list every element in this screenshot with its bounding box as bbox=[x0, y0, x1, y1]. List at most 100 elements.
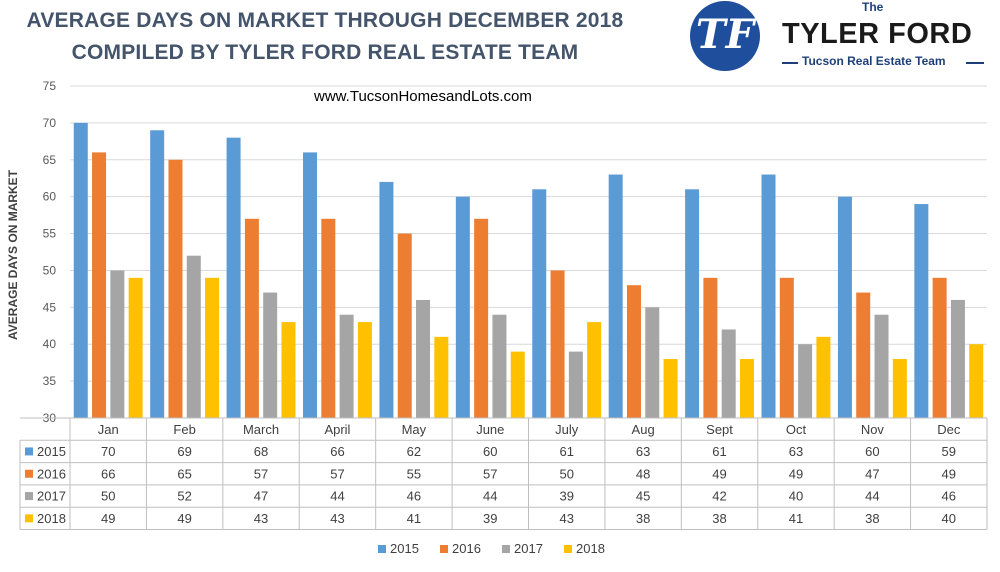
legend-swatch-2015 bbox=[378, 545, 386, 553]
bar-2017-Aug bbox=[645, 307, 660, 418]
legend-label-2016: 2016 bbox=[452, 541, 481, 556]
y-tick-label: 45 bbox=[43, 300, 57, 314]
table-cell-value: 50 bbox=[559, 466, 573, 481]
x-tick-label: Nov bbox=[861, 422, 885, 437]
logo-name: TYLER FORD bbox=[782, 18, 973, 50]
table-cell-value: 50 bbox=[101, 489, 115, 504]
bar-2016-Oct bbox=[779, 277, 794, 418]
y-tick-label: 60 bbox=[43, 190, 57, 204]
bar-2017-Sept bbox=[721, 329, 736, 418]
table-cell-value: 38 bbox=[865, 511, 879, 526]
bar-2016-Jan bbox=[92, 152, 107, 418]
legend-label-2017: 2017 bbox=[514, 541, 543, 556]
y-tick-label: 65 bbox=[43, 153, 57, 167]
bar-2015-Sept bbox=[685, 189, 700, 418]
bar-2018-May bbox=[434, 336, 449, 418]
table-cell-value: 60 bbox=[865, 444, 879, 459]
table-cell-value: 66 bbox=[330, 444, 344, 459]
x-tick-label: May bbox=[402, 422, 427, 437]
bar-2016-Feb bbox=[168, 159, 183, 418]
x-tick-label: Aug bbox=[632, 422, 655, 437]
table-cell-value: 44 bbox=[865, 489, 879, 504]
table-cell-value: 61 bbox=[712, 444, 726, 459]
bar-2018-Nov bbox=[892, 358, 907, 418]
table-cell-value: 45 bbox=[636, 489, 650, 504]
y-tick-label: 40 bbox=[43, 337, 57, 351]
bar-2016-Sept bbox=[703, 277, 718, 418]
bar-2016-Dec bbox=[932, 277, 947, 418]
table-cell-value: 43 bbox=[559, 511, 573, 526]
bar-2015-Nov bbox=[837, 196, 852, 418]
x-tick-label: March bbox=[243, 422, 279, 437]
table-cell-value: 48 bbox=[636, 466, 650, 481]
table-cell-value: 46 bbox=[942, 489, 956, 504]
x-tick-label: Feb bbox=[173, 422, 195, 437]
table-cell-value: 40 bbox=[942, 511, 956, 526]
bar-2018-Aug bbox=[663, 358, 678, 418]
table-cell-value: 49 bbox=[712, 466, 726, 481]
table-cell-value: 42 bbox=[712, 489, 726, 504]
table-cell-value: 69 bbox=[177, 444, 191, 459]
bar-2016-March bbox=[244, 218, 259, 418]
table-cell-value: 57 bbox=[483, 466, 497, 481]
logo-tagline: Tucson Real Estate Team bbox=[802, 54, 946, 68]
bar-2015-Jan bbox=[73, 122, 88, 418]
website-label[interactable]: www.TucsonHomesandLots.com bbox=[314, 88, 532, 105]
table-cell-value: 49 bbox=[789, 466, 803, 481]
table-cell-value: 60 bbox=[483, 444, 497, 459]
legend-key-2015 bbox=[25, 447, 33, 456]
logo-line-left bbox=[782, 62, 798, 64]
table-cell-value: 46 bbox=[407, 489, 421, 504]
x-tick-label: Dec bbox=[937, 422, 961, 437]
x-tick-label: Sept bbox=[706, 422, 733, 437]
y-tick-label: 50 bbox=[43, 263, 57, 277]
legend-swatch-2016 bbox=[440, 545, 448, 553]
table-cell-value: 39 bbox=[559, 489, 573, 504]
logo-circle-icon bbox=[690, 1, 760, 71]
bar-2017-May bbox=[416, 299, 431, 418]
bar-2017-March bbox=[263, 292, 278, 418]
legend-key-2017 bbox=[25, 492, 33, 501]
table-cell-value: 43 bbox=[330, 511, 344, 526]
table-cell-value: 63 bbox=[636, 444, 650, 459]
bar-2017-Nov bbox=[874, 314, 889, 418]
table-cell-value: 43 bbox=[254, 511, 268, 526]
table-cell-value: 47 bbox=[865, 466, 879, 481]
table-cell-value: 47 bbox=[254, 489, 268, 504]
logo-line-right bbox=[966, 62, 984, 64]
bar-2016-Aug bbox=[626, 285, 641, 418]
table-row-label: 2018 bbox=[37, 511, 66, 526]
table-cell-value: 49 bbox=[942, 466, 956, 481]
bar-2017-June bbox=[492, 314, 507, 418]
bar-2018-March bbox=[281, 322, 296, 418]
bar-2018-July bbox=[587, 322, 602, 418]
bar-2015-April bbox=[303, 152, 318, 418]
bar-2017-Feb bbox=[186, 255, 201, 418]
chart-title-line2: COMPILED BY TYLER FORD REAL ESTATE TEAM bbox=[71, 41, 579, 64]
x-tick-label: Jan bbox=[98, 422, 119, 437]
bar-2017-Oct bbox=[798, 344, 813, 418]
bar-2015-Dec bbox=[914, 204, 929, 418]
table-cell-value: 40 bbox=[789, 489, 803, 504]
bar-2016-June bbox=[474, 218, 489, 418]
y-tick-label: 55 bbox=[43, 227, 57, 241]
bar-2015-Feb bbox=[150, 130, 165, 418]
table-cell-value: 41 bbox=[789, 511, 803, 526]
table-cell-value: 57 bbox=[330, 466, 344, 481]
logo-the: The bbox=[862, 0, 884, 14]
legend-swatch-2017 bbox=[502, 545, 510, 553]
table-cell-value: 61 bbox=[559, 444, 573, 459]
bar-2016-May bbox=[397, 233, 412, 418]
bar-2018-Dec bbox=[969, 344, 984, 418]
legend-key-2018 bbox=[25, 514, 33, 523]
bar-2017-July bbox=[568, 351, 583, 418]
bar-2017-April bbox=[339, 314, 354, 418]
bar-2018-Feb bbox=[205, 277, 220, 418]
table-cell-value: 38 bbox=[712, 511, 726, 526]
legend-swatch-2018 bbox=[564, 545, 572, 553]
table-cell-value: 49 bbox=[101, 511, 115, 526]
bar-2016-Nov bbox=[856, 292, 871, 418]
bar-2018-Sept bbox=[739, 358, 754, 418]
table-row-label: 2015 bbox=[37, 444, 66, 459]
